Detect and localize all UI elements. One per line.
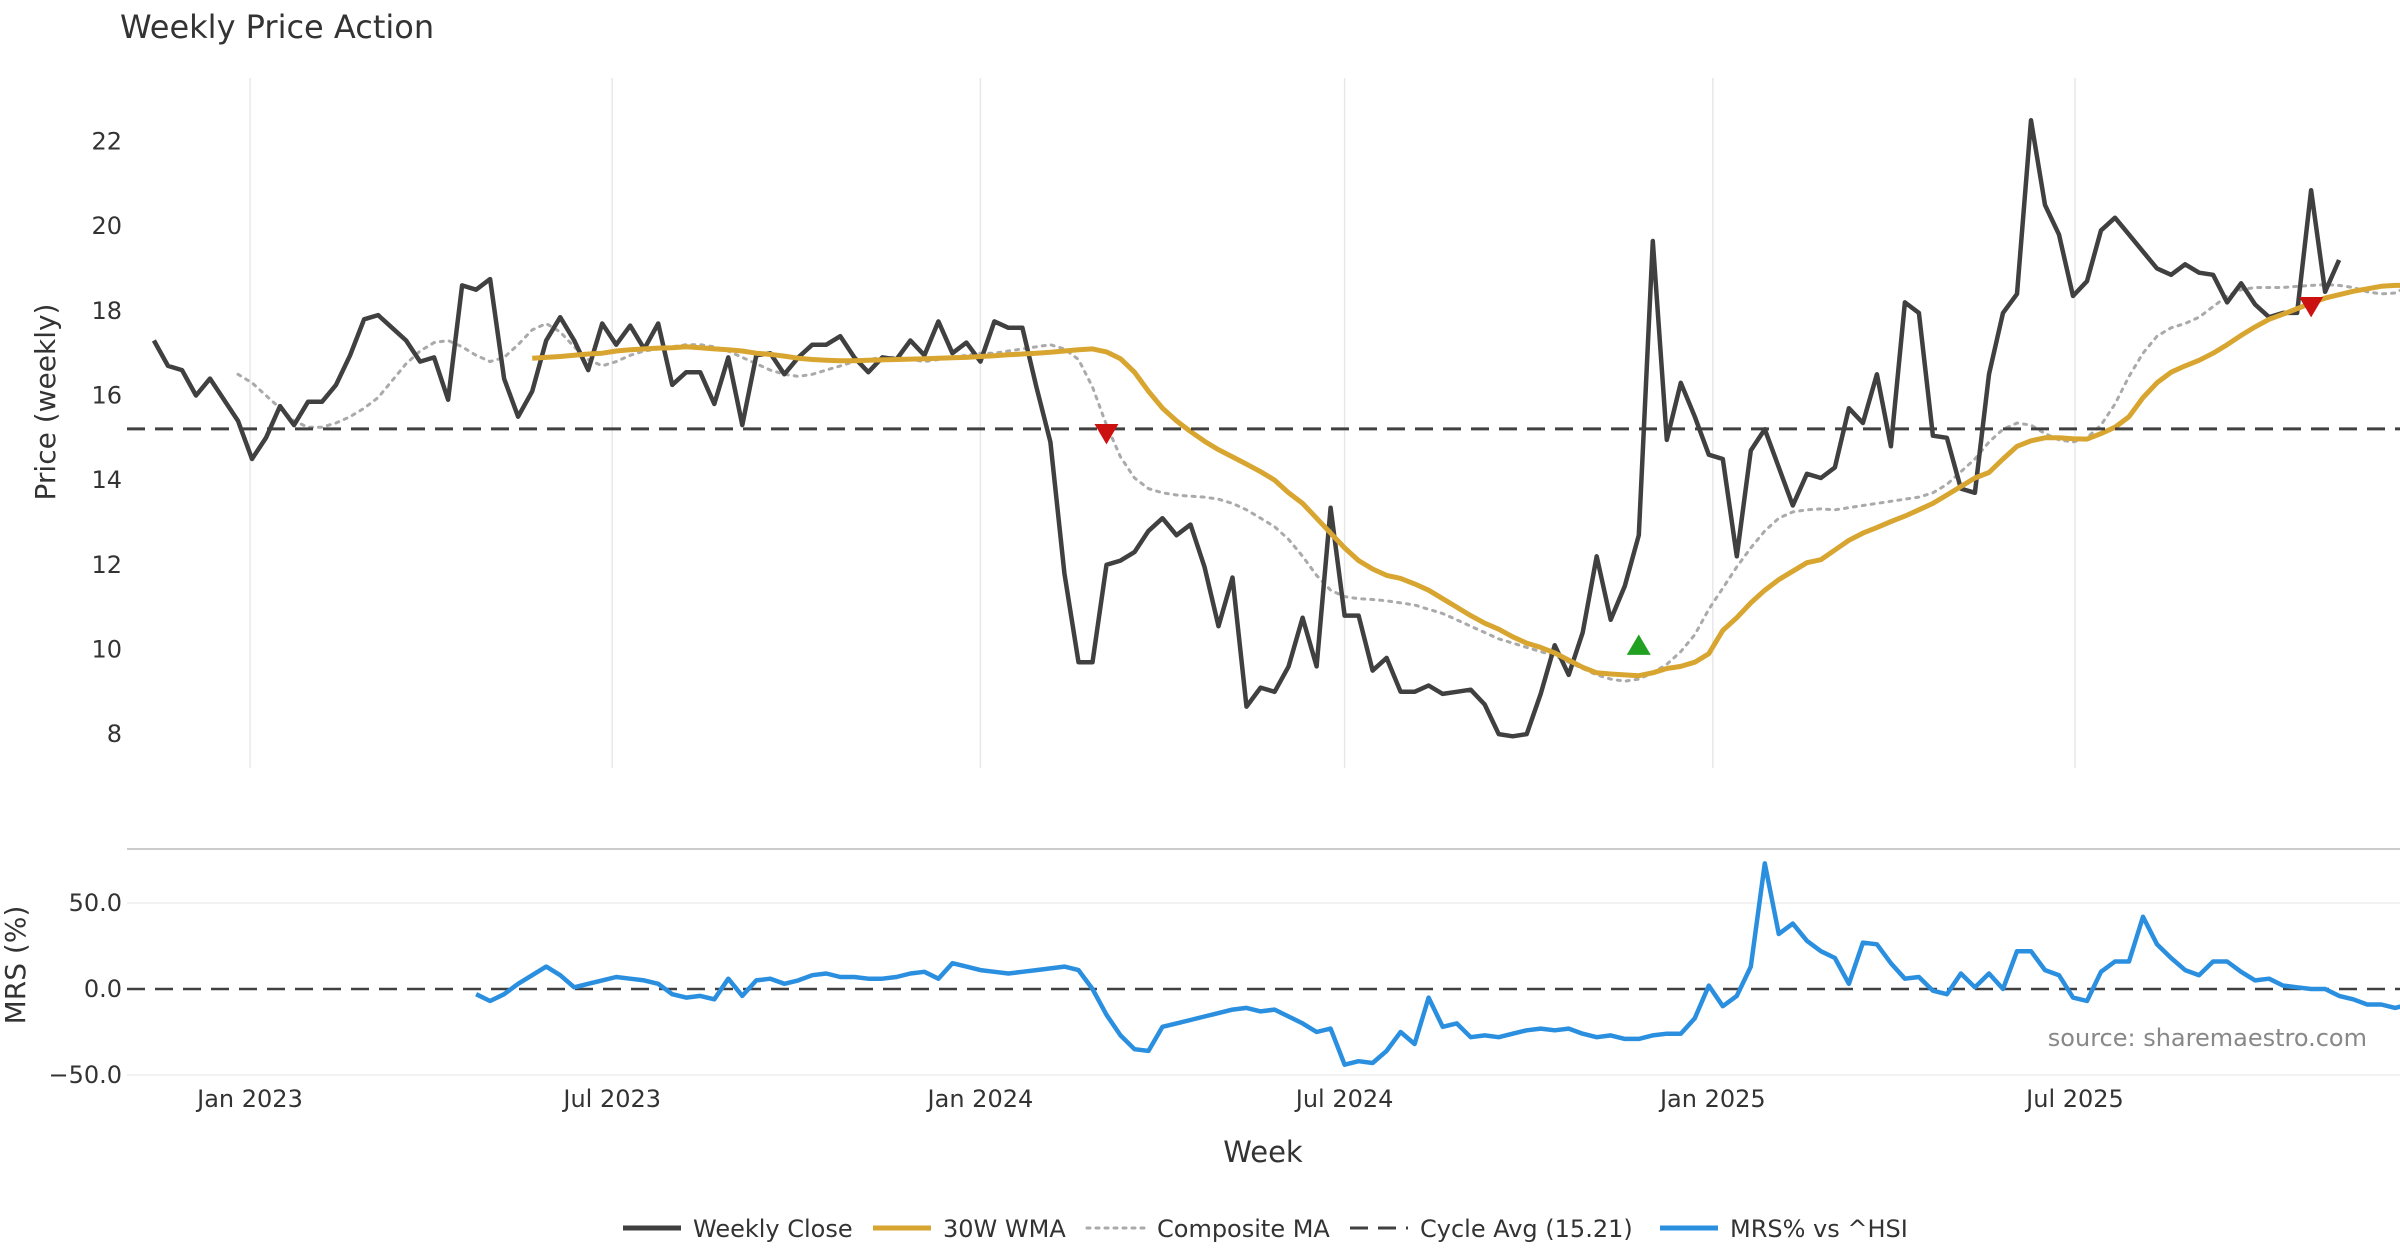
mrs-y-ticks: 50.0 0.0 −50.0 bbox=[48, 889, 122, 1089]
x-tick-label: Jul 2024 bbox=[1294, 1085, 1394, 1113]
series-mrs bbox=[475, 861, 2400, 1067]
price-y-tick-label: 14 bbox=[91, 466, 122, 494]
legend-label: Cycle Avg (15.21) bbox=[1420, 1215, 1633, 1243]
series-30w-wma bbox=[532, 282, 2400, 679]
price-y-tick-label: 10 bbox=[91, 635, 122, 663]
legend-item: Cycle Avg (15.21) bbox=[1350, 1215, 1633, 1243]
legend-label: 30W WMA bbox=[943, 1215, 1066, 1243]
mrs-series-group bbox=[475, 861, 2400, 1067]
signal-markers bbox=[1094, 296, 2324, 655]
x-tick-label: Jul 2023 bbox=[561, 1085, 661, 1113]
mrs-y-label: MRS (%) bbox=[0, 906, 32, 1025]
price-y-ticks: 8 10 12 14 16 18 20 22 bbox=[91, 127, 122, 748]
legend-item: Weekly Close bbox=[623, 1215, 853, 1243]
x-tick-label: Jan 2023 bbox=[195, 1085, 303, 1113]
legend-item: MRS% vs ^HSI bbox=[1660, 1215, 1908, 1243]
x-tick-label: Jul 2025 bbox=[2024, 1085, 2124, 1113]
price-y-tick-label: 16 bbox=[91, 381, 122, 409]
price-y-tick-label: 22 bbox=[91, 127, 122, 155]
x-axis-label: Week bbox=[1223, 1135, 1303, 1169]
legend-label: Weekly Close bbox=[693, 1215, 853, 1243]
legend-label: Composite MA bbox=[1157, 1215, 1330, 1243]
x-tick-label: Jan 2024 bbox=[926, 1085, 1034, 1113]
legend-item: Composite MA bbox=[1085, 1215, 1330, 1243]
legend-label: MRS% vs ^HSI bbox=[1730, 1215, 1908, 1243]
price-y-tick-label: 8 bbox=[107, 720, 122, 748]
x-ticks: Jan 2023 Jul 2023 Jan 2024 Jul 2024 Jan 2025… bbox=[195, 1085, 2124, 1113]
buy-signal-marker bbox=[1626, 634, 1651, 655]
price-grid bbox=[249, 78, 2076, 768]
legend-item: 30W WMA bbox=[873, 1215, 1066, 1243]
price-y-label: Price (weekly) bbox=[29, 304, 62, 501]
chart-title: Weekly Price Action bbox=[120, 8, 434, 46]
source-note: source: sharemaestro.com bbox=[2048, 1024, 2367, 1052]
mrs-y-tick-label: 0.0 bbox=[84, 975, 122, 1003]
series-weekly-close bbox=[151, 118, 2342, 739]
mrs-y-tick-label: 50.0 bbox=[69, 889, 122, 917]
price-y-tick-label: 18 bbox=[91, 297, 122, 325]
price-y-tick-label: 20 bbox=[91, 212, 122, 240]
price-y-tick-label: 12 bbox=[91, 551, 122, 579]
price-series-group bbox=[127, 118, 2400, 739]
mrs-grid bbox=[127, 902, 2400, 1076]
legend: Weekly Close 30W WMA Composite MA Cycle Avg… bbox=[623, 1215, 1908, 1243]
mrs-y-tick-label: −50.0 bbox=[48, 1061, 122, 1089]
sell-signal-marker bbox=[1094, 423, 1119, 445]
x-tick-label: Jan 2025 bbox=[1658, 1085, 1766, 1113]
sell-signal-marker bbox=[2299, 296, 2324, 318]
